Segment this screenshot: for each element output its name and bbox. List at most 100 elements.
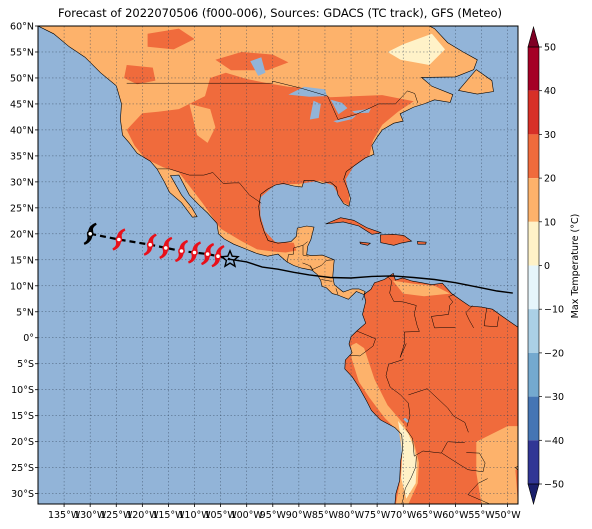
rockies-warm-region <box>189 103 216 143</box>
cyclone-arm <box>143 245 153 256</box>
lat-tick-label: 25°S <box>11 463 34 474</box>
colorbar-band <box>528 90 539 135</box>
lat-tick-label: 55°N <box>10 47 34 58</box>
country-border <box>431 293 456 329</box>
lat-tick-label: 5°N <box>16 307 34 318</box>
cyclone-track <box>83 222 513 294</box>
lon-tick-label: 115°W <box>152 510 185 521</box>
country-border <box>302 245 309 257</box>
country-border <box>321 279 333 282</box>
cyclone-arm <box>174 251 184 263</box>
country-border <box>287 241 308 262</box>
colorbar-band <box>528 47 539 91</box>
lon-tick-label: 55°W <box>468 510 495 521</box>
lon-tick-label: 70°W <box>390 510 417 521</box>
cyclone-arm <box>116 228 126 240</box>
tc-past-position-icon <box>83 222 97 245</box>
lat-tick-label: 50°N <box>10 73 34 84</box>
lat-tick-label: 40°N <box>10 125 34 136</box>
colorbar-tick-label: −10 <box>544 305 564 316</box>
lat-tick-label: 15°S <box>11 411 34 422</box>
latitude-axis: 60°N 55°N 50°N 45°N 40°N 35°N 30°N 25°N 20°N 15°N… <box>10 22 38 500</box>
colorbar: 50 40 30 20 10 0 −10 −20 −30 −40 −50 Max Temperatur… <box>527 25 581 506</box>
lat-tick-label: 0° <box>23 333 34 344</box>
cyclone-eye <box>204 250 212 258</box>
lon-tick-label: 75°W <box>364 510 391 521</box>
coastline <box>344 272 518 504</box>
map-area <box>38 13 518 504</box>
cyclone-eye <box>146 241 154 249</box>
cyclone-eye <box>162 244 170 252</box>
colorbar-tick-label: −40 <box>544 436 564 447</box>
colorbar-tick-label: 10 <box>544 217 556 228</box>
colorbar-tick-label: −30 <box>544 392 564 403</box>
cyclone-eye <box>178 247 185 255</box>
lon-tick-label: 85°W <box>312 510 339 521</box>
country-border <box>441 452 486 473</box>
colorbar-band <box>528 309 539 353</box>
lake <box>250 57 266 76</box>
coastline <box>325 217 382 235</box>
lake <box>403 417 410 423</box>
colorbar-tick-label: 30 <box>544 130 556 141</box>
country-border <box>483 308 499 328</box>
colorbar-band <box>528 134 539 179</box>
cyclone-arm <box>211 256 221 268</box>
cyclone-arm <box>192 241 202 253</box>
colorbar-extend-bottom <box>527 483 540 506</box>
cyclone-eye <box>214 252 222 260</box>
tc-forecast-position-icon <box>159 236 173 259</box>
cyclone-arm <box>215 245 225 256</box>
tc-forecast-position-icon <box>112 228 126 251</box>
lon-tick-label: 90°W <box>286 510 313 521</box>
lon-tick-label: 105°W <box>204 510 237 521</box>
cyclone-arm <box>148 233 157 245</box>
lon-tick-label: 65°W <box>416 510 443 521</box>
lon-tick-label: 130°W <box>74 510 107 521</box>
country-border <box>335 288 339 295</box>
lat-tick-label: 25°N <box>10 203 34 214</box>
country-border <box>361 292 366 301</box>
venezuela-warm-region <box>392 280 451 297</box>
tc-forecast-position-icon <box>211 245 225 268</box>
coastline <box>416 241 427 245</box>
lake <box>333 115 357 123</box>
lat-tick-label: 5°S <box>17 359 34 370</box>
chart-title: Forecast of 2022070506 (f000-006), Sourc… <box>58 6 502 20</box>
colorbar-tick-label: −50 <box>544 480 564 491</box>
lake <box>288 86 327 97</box>
lat-tick-label: 20°N <box>10 229 34 240</box>
tc-track-line <box>89 232 231 261</box>
colorbar-tick-label: 50 <box>544 43 556 54</box>
tc-current-position-star-icon <box>220 248 240 268</box>
lon-tick-label: 120°W <box>126 510 159 521</box>
quebec-mild-region <box>387 33 445 65</box>
tc-forecast-position-icon <box>187 241 202 264</box>
country-borders <box>38 26 518 504</box>
lake <box>122 13 179 23</box>
lat-tick-label: 20°S <box>11 437 34 448</box>
colorbar-band <box>528 396 539 441</box>
colorbar-extend-top <box>527 25 540 48</box>
coastline <box>38 26 478 300</box>
colorbar-tick-label: −20 <box>544 348 564 359</box>
country-border <box>465 305 474 329</box>
cyclone-eye <box>86 230 94 238</box>
cyclone-arm <box>112 239 122 251</box>
gridlines <box>38 26 518 504</box>
andes-mild-region <box>398 420 417 499</box>
country-border <box>387 276 420 358</box>
lon-tick-label: 80°W <box>338 510 365 521</box>
colorbar-band <box>528 221 539 266</box>
country-border <box>401 456 417 504</box>
coastline <box>379 233 413 246</box>
country-border <box>126 80 419 120</box>
cyclone-arm <box>83 234 93 245</box>
lat-tick-label: 10°S <box>11 385 34 396</box>
cyclone-arm <box>187 252 197 264</box>
coastline <box>359 241 372 246</box>
colorbar-band <box>528 265 539 310</box>
cyclone-arm <box>205 243 215 254</box>
lon-tick-label: 95°W <box>260 510 287 521</box>
